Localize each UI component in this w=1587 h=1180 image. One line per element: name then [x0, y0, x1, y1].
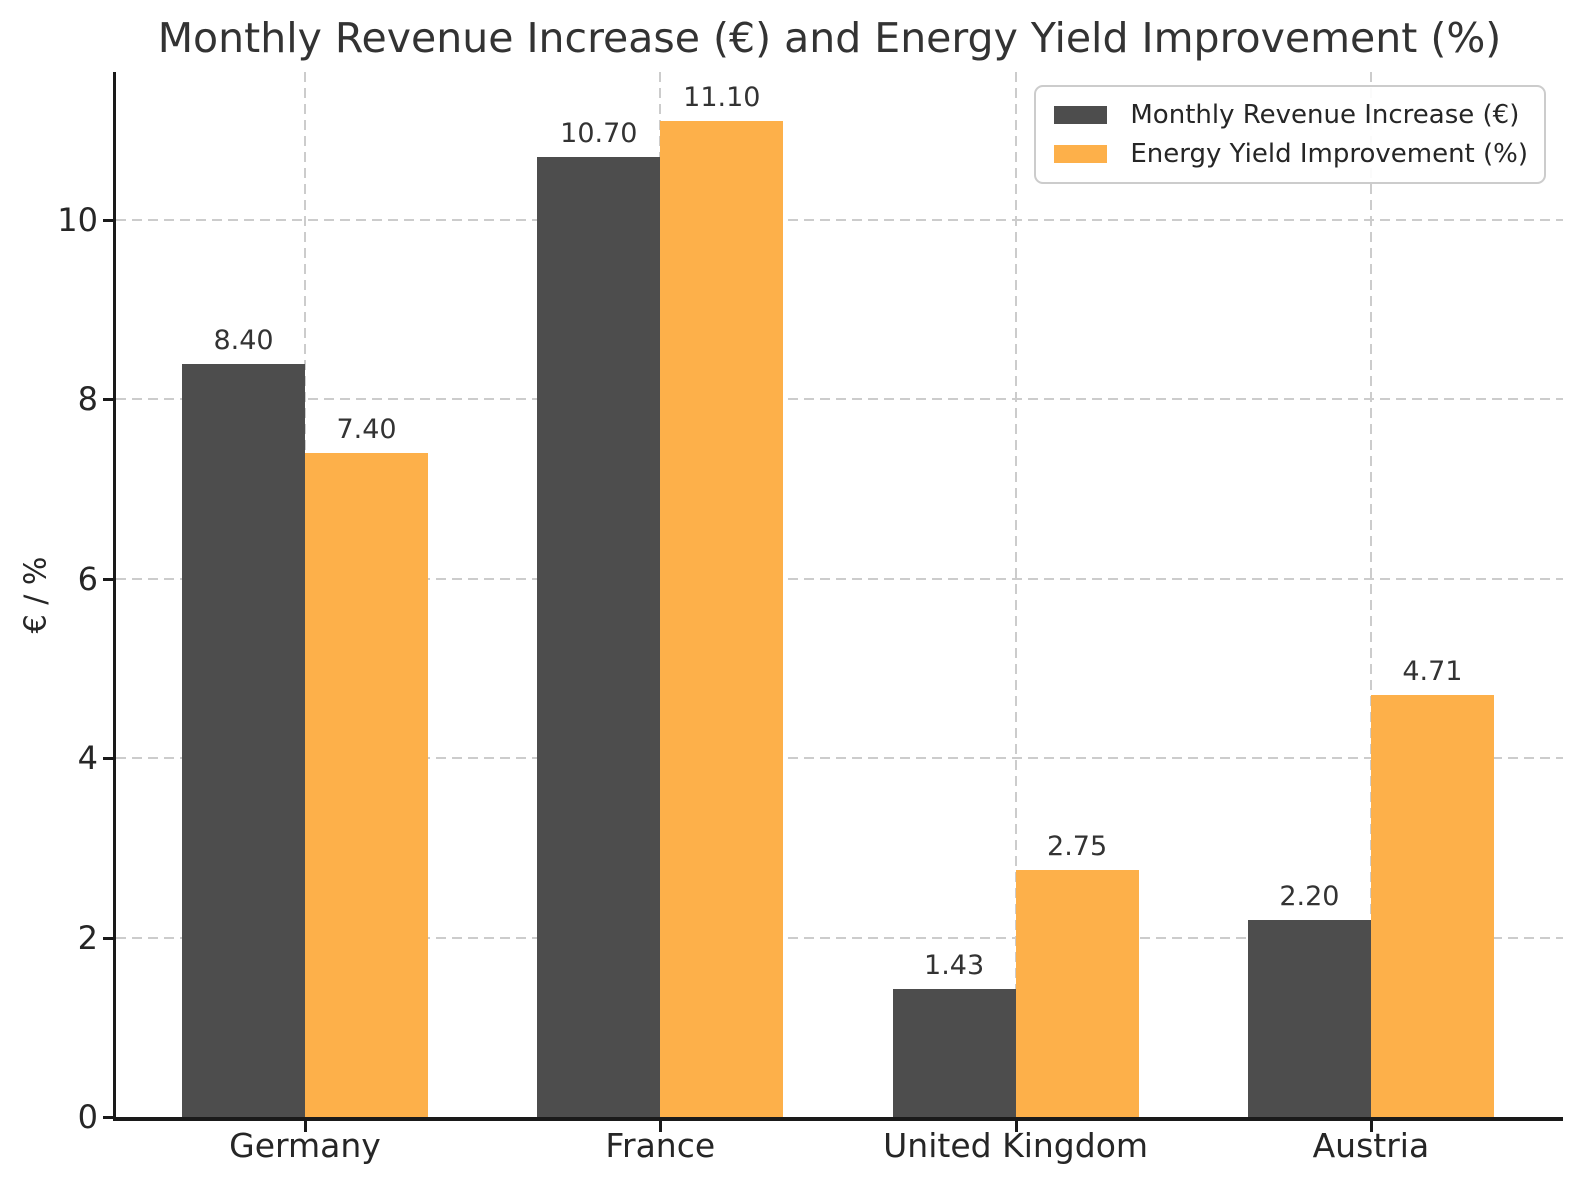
- gridline-horizontal: [116, 577, 1563, 580]
- y-tick-mark: [103, 577, 116, 581]
- y-tick-label: 10: [57, 201, 98, 239]
- value-label: 10.70: [560, 118, 638, 150]
- gridline-horizontal: [116, 936, 1563, 939]
- gridline-horizontal: [116, 398, 1563, 401]
- value-label: 1.43: [924, 949, 985, 981]
- x-tick-label: United Kingdom: [883, 1126, 1149, 1165]
- y-tick-label: 4: [77, 739, 98, 778]
- y-tick-mark: [103, 757, 116, 761]
- x-tick-mark: [1369, 1119, 1373, 1132]
- y-tick-mark: [103, 219, 116, 222]
- x-tick-label: France: [605, 1126, 716, 1165]
- legend-row-revenue: Monthly Revenue Increase (€): [1054, 100, 1528, 130]
- legend-label-revenue: Monthly Revenue Increase (€): [1130, 100, 1520, 130]
- bar-yield-united-kingdom: [1015, 870, 1139, 1117]
- gridline-vertical: [1369, 72, 1372, 1117]
- value-label: 7.40: [336, 414, 397, 446]
- bar-revenue-united-kingdom: [892, 988, 1016, 1117]
- y-axis-spine: [113, 72, 116, 1121]
- plot-area: 8.40 10.70 1.43 2.20 7.40 11.10 2.75 4.71: [116, 72, 1563, 1117]
- value-label: 4.71: [1402, 655, 1463, 687]
- legend-swatch-yield: [1054, 145, 1108, 163]
- legend: Monthly Revenue Increase (€) Energy Yiel…: [1034, 85, 1546, 184]
- legend-row-yield: Energy Yield Improvement (%): [1054, 139, 1528, 169]
- bar-yield-france: [660, 121, 784, 1117]
- y-tick-label: 8: [77, 380, 98, 419]
- bar-yield-germany: [305, 453, 428, 1117]
- value-label: 2.75: [1047, 831, 1108, 863]
- gridline-vertical: [1014, 72, 1017, 1117]
- x-tick-mark: [304, 1119, 307, 1132]
- x-axis-spine: [113, 1117, 1563, 1121]
- x-tick-mark: [659, 1119, 663, 1132]
- x-tick-label: Germany: [229, 1126, 381, 1165]
- gridline-horizontal: [116, 219, 1563, 221]
- value-label: 8.40: [213, 324, 274, 356]
- y-tick-mark: [103, 398, 116, 402]
- value-label: 11.10: [683, 82, 761, 114]
- bar-revenue-austria: [1247, 919, 1371, 1117]
- legend-swatch-revenue: [1054, 106, 1108, 124]
- y-tick-label: 2: [77, 918, 98, 957]
- y-tick-mark: [103, 1116, 116, 1119]
- chart-title: Monthly Revenue Increase (€) and Energy …: [157, 14, 1502, 62]
- y-tick-label: 6: [77, 559, 98, 598]
- bar-revenue-france: [537, 157, 661, 1117]
- bar-revenue-germany: [182, 363, 305, 1117]
- x-tick-label: Austria: [1312, 1126, 1430, 1165]
- x-tick-mark: [1014, 1119, 1018, 1132]
- value-label: 2.20: [1279, 880, 1340, 912]
- gridline-horizontal: [116, 757, 1563, 760]
- bar-yield-austria: [1370, 694, 1494, 1117]
- y-tick-mark: [103, 936, 116, 940]
- y-tick-label: 0: [77, 1098, 98, 1136]
- legend-label-yield: Energy Yield Improvement (%): [1130, 139, 1528, 169]
